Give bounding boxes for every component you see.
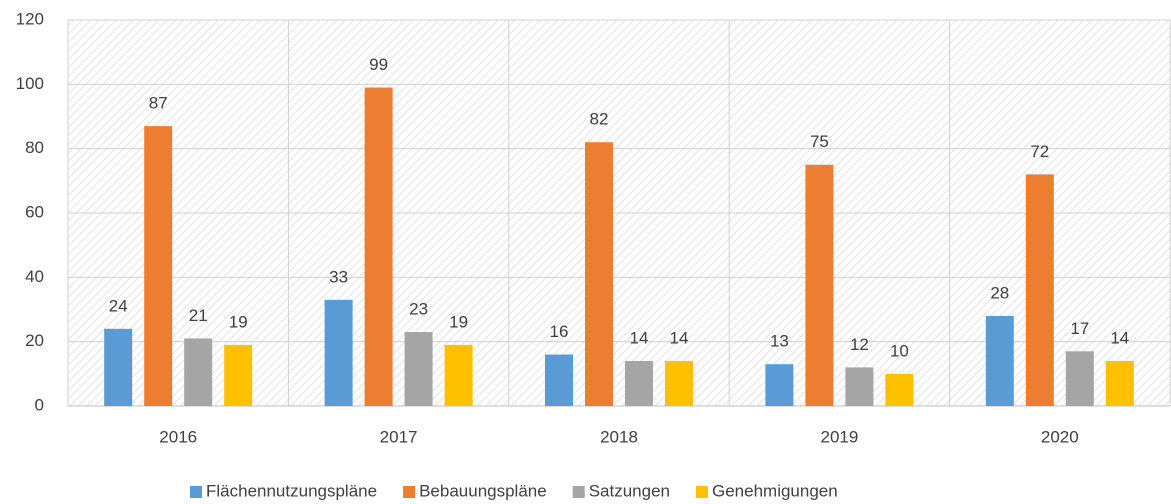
bar [184, 338, 213, 406]
data-label: 75 [810, 132, 829, 151]
data-label: 28 [990, 283, 1009, 302]
legend-swatch [190, 486, 202, 498]
x-tick-label: 2016 [159, 427, 197, 446]
data-label: 12 [850, 335, 869, 354]
x-tick-label: 2018 [600, 427, 638, 446]
x-tick-label: 2020 [1041, 427, 1079, 446]
x-tick-label: 2017 [380, 427, 418, 446]
bar [444, 344, 473, 406]
y-tick-label: 0 [35, 395, 44, 414]
data-label: 33 [329, 267, 348, 286]
data-label: 16 [550, 322, 569, 341]
legend-swatch [696, 486, 708, 498]
bar [144, 126, 173, 407]
bar [665, 360, 693, 406]
data-label: 19 [449, 312, 468, 331]
bar [324, 299, 353, 406]
data-label: 19 [229, 312, 248, 331]
data-label: 99 [369, 55, 388, 74]
data-label: 24 [109, 296, 128, 315]
bar [805, 164, 834, 406]
y-tick-label: 100 [16, 74, 44, 93]
data-label: 14 [670, 328, 689, 347]
bar [364, 87, 393, 407]
data-label: 82 [590, 110, 609, 129]
y-tick-label: 40 [25, 267, 44, 286]
bar [1105, 360, 1134, 406]
bar [1025, 174, 1054, 406]
data-label: 23 [409, 300, 428, 319]
bar [1065, 351, 1094, 406]
bar [224, 344, 253, 406]
data-label: 17 [1070, 319, 1089, 338]
data-label: 14 [1110, 328, 1129, 347]
legend-label: Satzungen [589, 481, 670, 500]
bar [845, 367, 874, 406]
bar [985, 315, 1014, 406]
y-tick-label: 120 [16, 9, 44, 28]
data-label: 87 [149, 94, 168, 113]
bar [885, 373, 914, 406]
bar [765, 364, 794, 406]
legend-label: Bebauungspläne [419, 481, 547, 500]
x-tick-label: 2019 [820, 427, 858, 446]
legend-swatch [403, 486, 416, 498]
data-label: 14 [630, 328, 649, 347]
legend-label: Flächennutzungspläne [206, 481, 377, 500]
bar [625, 360, 653, 406]
bar [104, 328, 133, 406]
data-label: 72 [1030, 142, 1049, 161]
legend-swatch [572, 486, 585, 498]
data-label: 13 [770, 332, 789, 351]
data-label: 21 [189, 306, 208, 325]
legend-label: Genehmigungen [712, 481, 838, 500]
y-tick-label: 60 [25, 202, 44, 221]
y-tick-label: 80 [25, 138, 44, 157]
data-label: 10 [890, 341, 909, 360]
bar [404, 332, 433, 406]
y-tick-label: 20 [25, 331, 44, 350]
bar [585, 142, 613, 406]
bar [545, 354, 573, 406]
